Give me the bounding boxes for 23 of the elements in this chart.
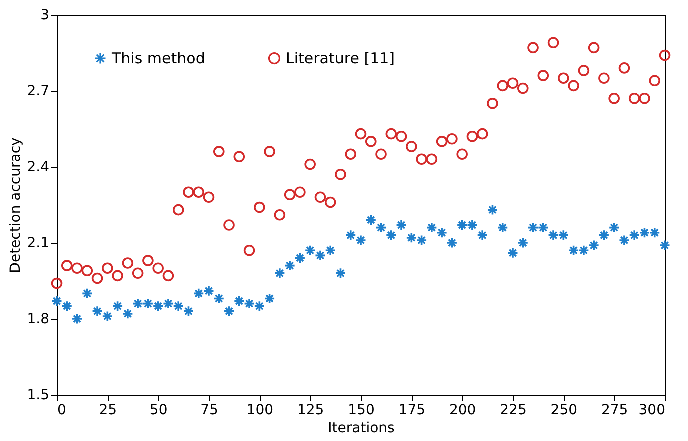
y-tick-label: 2.1	[27, 236, 50, 252]
x-tick-label: 25	[99, 402, 118, 418]
x-tick-label: 300	[638, 402, 666, 418]
legend-label: Literature [11]	[286, 50, 396, 68]
x-tick-label: 225	[500, 402, 527, 418]
x-tick-label: 75	[200, 402, 218, 418]
x-tick-label: 200	[449, 402, 476, 418]
x-tick-label: 50	[150, 402, 168, 418]
x-tick-label: 125	[297, 402, 324, 418]
y-tick-label: 2.4	[27, 160, 50, 176]
x-tick-label: 175	[398, 402, 426, 418]
legend-label: This method	[111, 50, 206, 68]
x-tick-label: 100	[246, 402, 274, 418]
y-tick-label: 3	[40, 8, 50, 24]
y-axis-title: Detection accuracy	[8, 138, 24, 274]
y-tick-label: 2.7	[27, 84, 50, 100]
x-tick-label: 0	[58, 402, 66, 418]
x-axis-title: Iterations	[328, 420, 395, 436]
x-tick-label: 275	[601, 402, 628, 418]
x-tick-label: 250	[550, 402, 578, 418]
y-tick-label: 1.8	[27, 312, 50, 328]
y-tick-label: 1.5	[27, 388, 50, 404]
x-tick-label: 150	[348, 402, 375, 418]
